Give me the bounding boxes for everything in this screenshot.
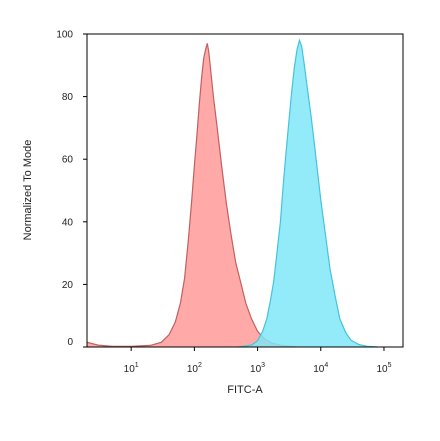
series-1-area	[87, 43, 296, 348]
y-axis-ticks: 0 20 40 60 80 100	[56, 30, 87, 348]
y-tick-label: 0	[67, 337, 73, 348]
series-2-outline	[238, 38, 378, 348]
series-layer	[86, 38, 378, 348]
y-tick-label: 100	[56, 30, 73, 41]
series-2-area	[238, 40, 378, 348]
plot-frame	[86, 33, 404, 348]
x-axis-label: FITC-A	[227, 384, 263, 396]
x-tick-label: 103	[250, 362, 265, 375]
y-tick-label: 20	[62, 280, 74, 291]
x-axis-ticks: 101 102 103 104 105	[124, 347, 392, 375]
y-tick-label: 40	[62, 217, 74, 228]
y-tick-label: 80	[62, 92, 74, 103]
series-1-outline	[86, 43, 296, 348]
x-tick-label: 101	[124, 362, 139, 375]
x-tick-label: 102	[187, 362, 202, 375]
x-tick-label: 104	[313, 362, 328, 375]
y-axis-label: Normalized To Mode	[22, 140, 34, 241]
x-tick-label: 105	[376, 362, 391, 375]
y-tick-label: 60	[62, 155, 74, 166]
